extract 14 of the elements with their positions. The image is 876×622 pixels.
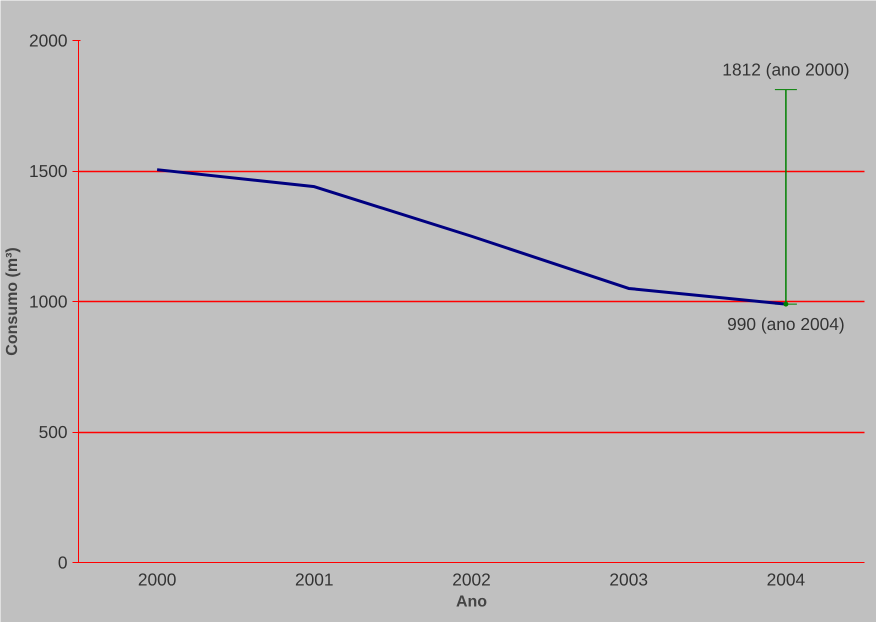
x-tick-label: 2001 bbox=[295, 570, 334, 590]
annotation: 990 (ano 2004) bbox=[727, 314, 845, 334]
y-tick-label: 1000 bbox=[28, 292, 68, 312]
x-axis-title: Ano bbox=[456, 594, 488, 610]
y-tick-label: 2000 bbox=[28, 30, 68, 50]
annotation: 1812 (ano 2000) bbox=[722, 60, 850, 80]
y-tick-label: 0 bbox=[58, 552, 68, 572]
x-tick-label: 2003 bbox=[609, 570, 648, 590]
y-tick-label: 500 bbox=[38, 422, 68, 442]
x-tick-label: 2000 bbox=[138, 570, 176, 590]
x-tick-label: 2004 bbox=[766, 570, 806, 590]
y-tick-label: 1500 bbox=[28, 161, 68, 181]
y-axis-title: Consumo (m³) bbox=[4, 247, 21, 356]
x-tick-label: 2002 bbox=[452, 570, 491, 590]
